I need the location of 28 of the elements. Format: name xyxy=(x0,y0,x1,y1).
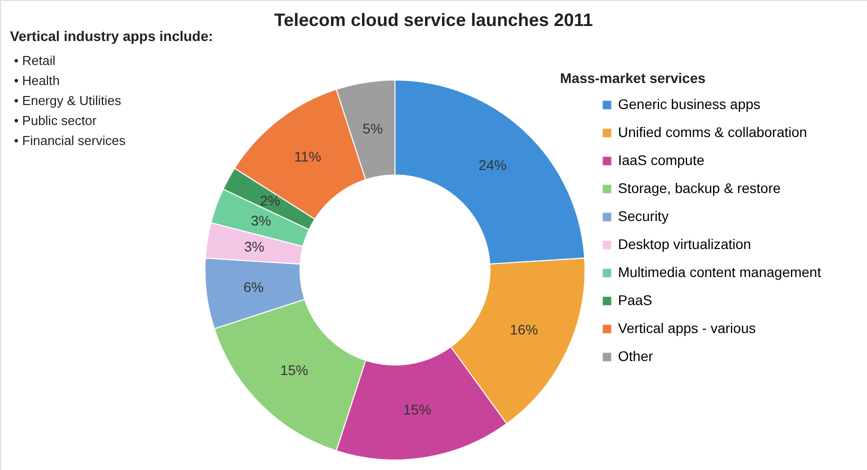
legend-label: Vertical apps - various xyxy=(618,320,756,336)
data-label: 11% xyxy=(294,148,322,164)
data-label: 3% xyxy=(244,238,264,255)
legend-label: PaaS xyxy=(618,292,652,308)
text: Mass-market services xyxy=(560,70,706,86)
data-label: 24% xyxy=(478,157,507,174)
legend-label: Security xyxy=(618,208,669,224)
legend-label: Unified comms & collaboration xyxy=(618,124,808,140)
legend-label: Desktop virtualization xyxy=(618,236,752,252)
chart-title: Telecom cloud service launches 2011 xyxy=(274,10,593,30)
legend-label: IaaS compute xyxy=(618,152,705,168)
text: • Energy & Utilities xyxy=(14,93,122,108)
text: Vertical industry apps include: xyxy=(10,28,214,44)
legend-label: Multimedia content management xyxy=(618,264,822,280)
data-label: 16% xyxy=(510,322,538,338)
legend-label: Other xyxy=(618,348,654,364)
text: • Retail xyxy=(14,53,56,68)
data-label: 5% xyxy=(362,120,383,136)
legend-label: Generic business apps xyxy=(618,96,760,112)
text: • Financial services xyxy=(14,133,126,148)
text: • Health xyxy=(14,73,60,88)
data-label: 2% xyxy=(260,192,280,208)
text: • Public sector xyxy=(14,113,98,128)
data-label: 15% xyxy=(403,402,432,418)
data-label: 6% xyxy=(244,278,264,295)
data-label: 3% xyxy=(250,212,272,229)
data-label: 15% xyxy=(280,362,308,378)
legend-label: Storage, backup & restore xyxy=(618,180,781,196)
